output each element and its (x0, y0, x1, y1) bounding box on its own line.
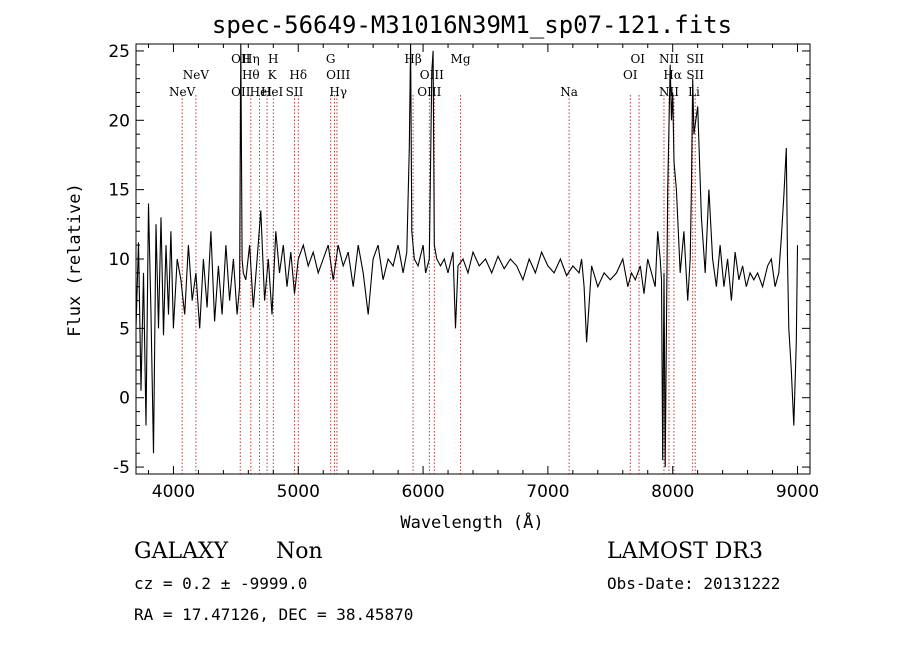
emission-line-label: Li (688, 85, 700, 99)
emission-line-label: Hβ (404, 52, 421, 66)
emission-line-labels: NeVNeVOIIOIIHηHθHeIHKHeIHδSIIGOIIIHγHβOI… (169, 52, 704, 99)
y-tick-label: 0 (119, 389, 130, 409)
emission-line-label: OI (630, 52, 645, 66)
spectrum-line (135, 43, 799, 468)
x-tick-label: 6000 (401, 482, 444, 502)
emission-line-label: NeV (169, 85, 196, 99)
y-tick-label: 10 (108, 250, 130, 270)
emission-line-label: OIII (326, 68, 350, 82)
x-axis-label: Wavelength (Å) (400, 511, 543, 533)
x-tick-label: 5000 (277, 482, 320, 502)
emission-line-label: Hα (663, 68, 682, 82)
emission-line-label: Hη (242, 52, 260, 66)
emission-line-label: NeV (183, 68, 210, 82)
x-tick-label: 8000 (651, 482, 694, 502)
emission-line-label: K (268, 68, 278, 82)
emission-line-markers (181, 95, 696, 474)
emission-line-label: OIII (417, 85, 441, 99)
emission-line-label: OI (623, 68, 638, 82)
y-tick-label: 15 (108, 181, 130, 201)
emission-line-label: Mg (451, 52, 471, 66)
emission-line-label: HeI (261, 85, 284, 99)
obs-date-text: Obs-Date: 20131222 (607, 574, 780, 593)
survey-name: LAMOST DR3 (607, 539, 763, 564)
emission-line-label: SII (686, 68, 704, 82)
plot-frame (135, 43, 811, 475)
emission-line-label: Hθ (242, 68, 260, 82)
chart-title: spec-56649-M31016N39M1_sp07-121.fits (212, 11, 732, 39)
emission-line-label: SII (286, 85, 304, 99)
y-tick-label: 20 (108, 111, 130, 131)
redshift-text: cz = 0.2 ± -9999.0 (134, 574, 307, 593)
y-tick-label: 5 (119, 319, 130, 339)
emission-line-label: HeI (250, 85, 273, 99)
y-axis-ticks: -5 0 5 10 15 20 25 (108, 42, 810, 478)
y-axis-label: Flux (relative) (65, 183, 85, 337)
emission-line-label: H (268, 52, 278, 66)
x-tick-label: 7000 (526, 482, 569, 502)
y-tick-label: -5 (113, 458, 130, 478)
emission-line-label: SII (686, 52, 704, 66)
coordinates-text: RA = 17.47126, DEC = 38.45870 (134, 605, 413, 624)
object-subclass: Non (276, 539, 323, 564)
emission-line-label: Hγ (329, 85, 347, 99)
emission-line-label: G (326, 52, 336, 66)
emission-line-label: Hδ (289, 68, 307, 82)
object-class: GALAXY (134, 539, 229, 564)
x-tick-label: 4000 (152, 482, 195, 502)
x-axis-ticks: 4000 5000 6000 7000 8000 9000 (147, 44, 819, 502)
emission-line-label: NII (659, 85, 679, 99)
emission-line-label: NII (659, 52, 679, 66)
y-tick-label: 25 (108, 42, 130, 62)
x-tick-label: 9000 (776, 482, 819, 502)
emission-line-label: Na (560, 85, 578, 99)
